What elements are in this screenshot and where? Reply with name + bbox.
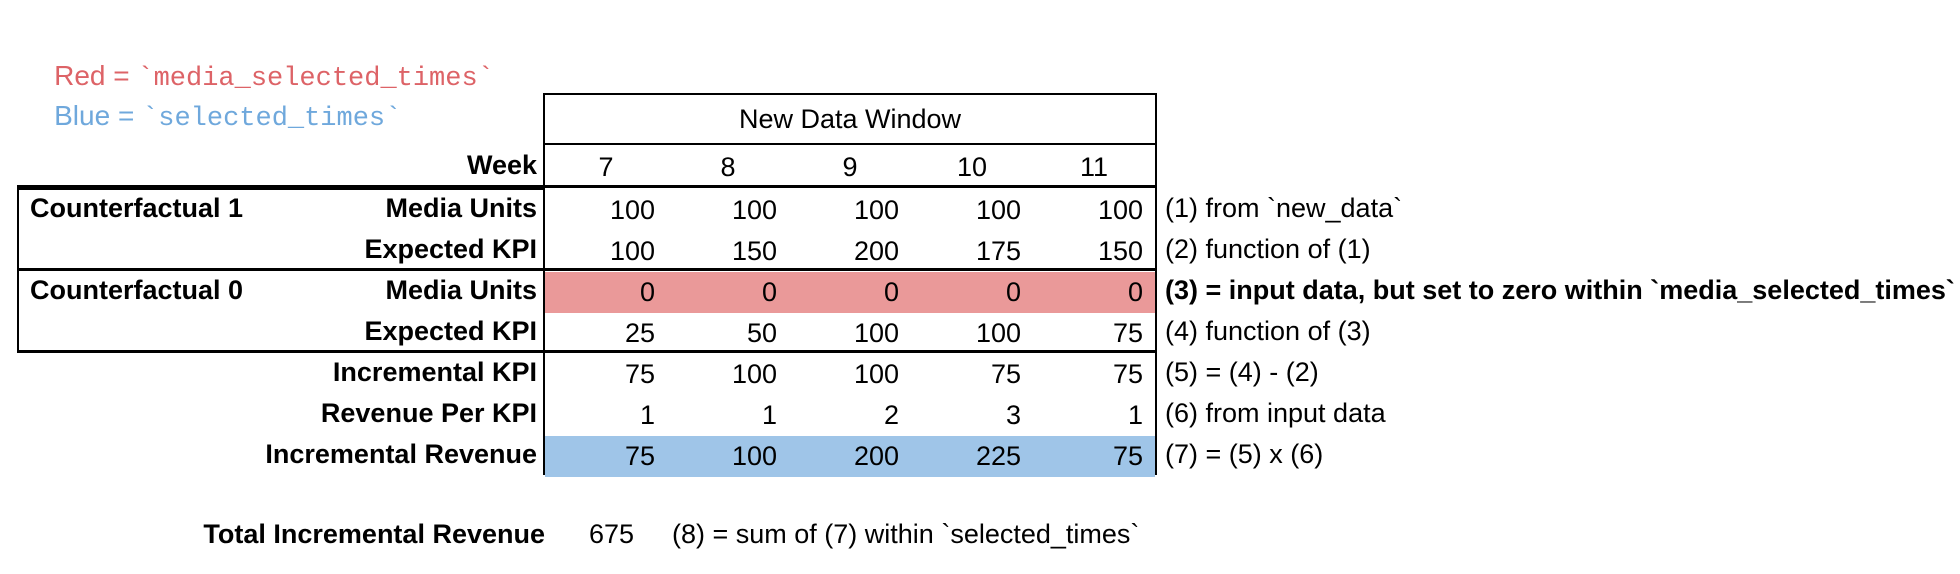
cell: 100 [853, 195, 899, 225]
row-note-1: (1) from `new_data` [1165, 193, 1403, 223]
cell: 0 [1127, 277, 1143, 307]
table-row-media-units-cf0-highlight-red: 0 0 0 0 0 [545, 272, 1155, 313]
table-row-revenue-per-kpi: 1 1 2 3 1 [545, 395, 1155, 436]
legend-red-line: Red = `media_selected_times` [23, 25, 494, 94]
cell: 1 [761, 400, 777, 430]
legend-red-prefix: Red = [54, 60, 138, 91]
data-table: 7 8 9 10 11 100 100 100 100 100 100 150 … [543, 143, 1157, 477]
cell: 75 [1112, 318, 1143, 348]
group-label-counterfactual-1: Counterfactual 1 [30, 193, 244, 223]
cell: 0 [639, 277, 655, 307]
cell: 225 [975, 441, 1021, 471]
cell: 200 [853, 236, 899, 266]
cell: 75 [624, 359, 655, 389]
row-label: Media Units [385, 275, 537, 305]
row-label: Revenue Per KPI [320, 398, 537, 428]
cell: 75 [990, 359, 1021, 389]
cell: 0 [883, 277, 899, 307]
row-label: Expected KPI [364, 316, 537, 346]
total-incremental-revenue-value: 675 [588, 519, 634, 549]
cell: 3 [1005, 400, 1021, 430]
separator-line [17, 268, 1157, 271]
week-cell: 10 [956, 152, 988, 182]
cell: 0 [761, 277, 777, 307]
cell: 75 [1112, 359, 1143, 389]
table-row-expected-kpi-cf1: 100 150 200 175 150 [545, 231, 1155, 272]
cell: 100 [853, 318, 899, 348]
row-note-4: (4) function of (3) [1165, 316, 1371, 346]
cell: 25 [624, 318, 655, 348]
table-row-incremental-revenue-highlight-blue: 75 100 200 225 75 [545, 436, 1155, 477]
row-label: Media Units [385, 193, 537, 223]
cell: 175 [975, 236, 1021, 266]
total-note-8: (8) = sum of (7) within `selected_times` [672, 519, 1140, 549]
legend-red-code: `media_selected_times` [137, 64, 494, 94]
cell: 1 [639, 400, 655, 430]
group-label-counterfactual-0: Counterfactual 0 [30, 275, 244, 305]
week-cell: 11 [1079, 152, 1109, 182]
legend-blue-line: Blue = `selected_times` [23, 65, 401, 134]
row-label: Expected KPI [364, 234, 537, 264]
row-note-2: (2) function of (1) [1165, 234, 1371, 264]
cell: 150 [731, 236, 777, 266]
total-incremental-revenue-label: Total Incremental Revenue [203, 519, 545, 549]
new-data-window-header: New Data Window [543, 93, 1157, 145]
cell: 75 [1112, 441, 1143, 471]
cell: 1 [1127, 400, 1143, 430]
cell: 100 [731, 441, 777, 471]
cell: 100 [609, 195, 655, 225]
week-cell: 8 [720, 152, 736, 182]
week-cell: 7 [598, 152, 614, 182]
legend-blue-code: `selected_times` [142, 104, 402, 134]
row-label: Incremental KPI [332, 357, 537, 387]
separator-line [17, 350, 1157, 353]
row-label-week: Week [466, 150, 537, 180]
cell: 50 [746, 318, 777, 348]
separator-line [17, 185, 1157, 188]
row-note-3: (3) = input data, but set to zero within… [1165, 275, 1955, 305]
cell: 0 [1005, 277, 1021, 307]
row-note-7: (7) = (5) x (6) [1165, 439, 1324, 469]
cell: 100 [975, 318, 1021, 348]
row-label: Incremental Revenue [265, 439, 537, 469]
cell: 100 [609, 236, 655, 266]
cell: 75 [624, 441, 655, 471]
cell: 150 [1097, 236, 1143, 266]
cell: 100 [1097, 195, 1143, 225]
cell: 200 [853, 441, 899, 471]
row-note-5: (5) = (4) - (2) [1165, 357, 1319, 387]
cell: 100 [975, 195, 1021, 225]
week-cell: 9 [842, 152, 858, 182]
cell: 100 [731, 195, 777, 225]
cell: 100 [731, 359, 777, 389]
cell: 2 [883, 400, 899, 430]
table-row-expected-kpi-cf0: 25 50 100 100 75 [545, 313, 1155, 354]
row-note-6: (6) from input data [1165, 398, 1386, 428]
cell: 100 [853, 359, 899, 389]
table-row-media-units-cf1: 100 100 100 100 100 [545, 190, 1155, 231]
legend-blue-prefix: Blue = [54, 100, 143, 131]
table-row-incremental-kpi: 75 100 100 75 75 [545, 354, 1155, 395]
week-number-row: 7 8 9 10 11 [545, 145, 1155, 190]
